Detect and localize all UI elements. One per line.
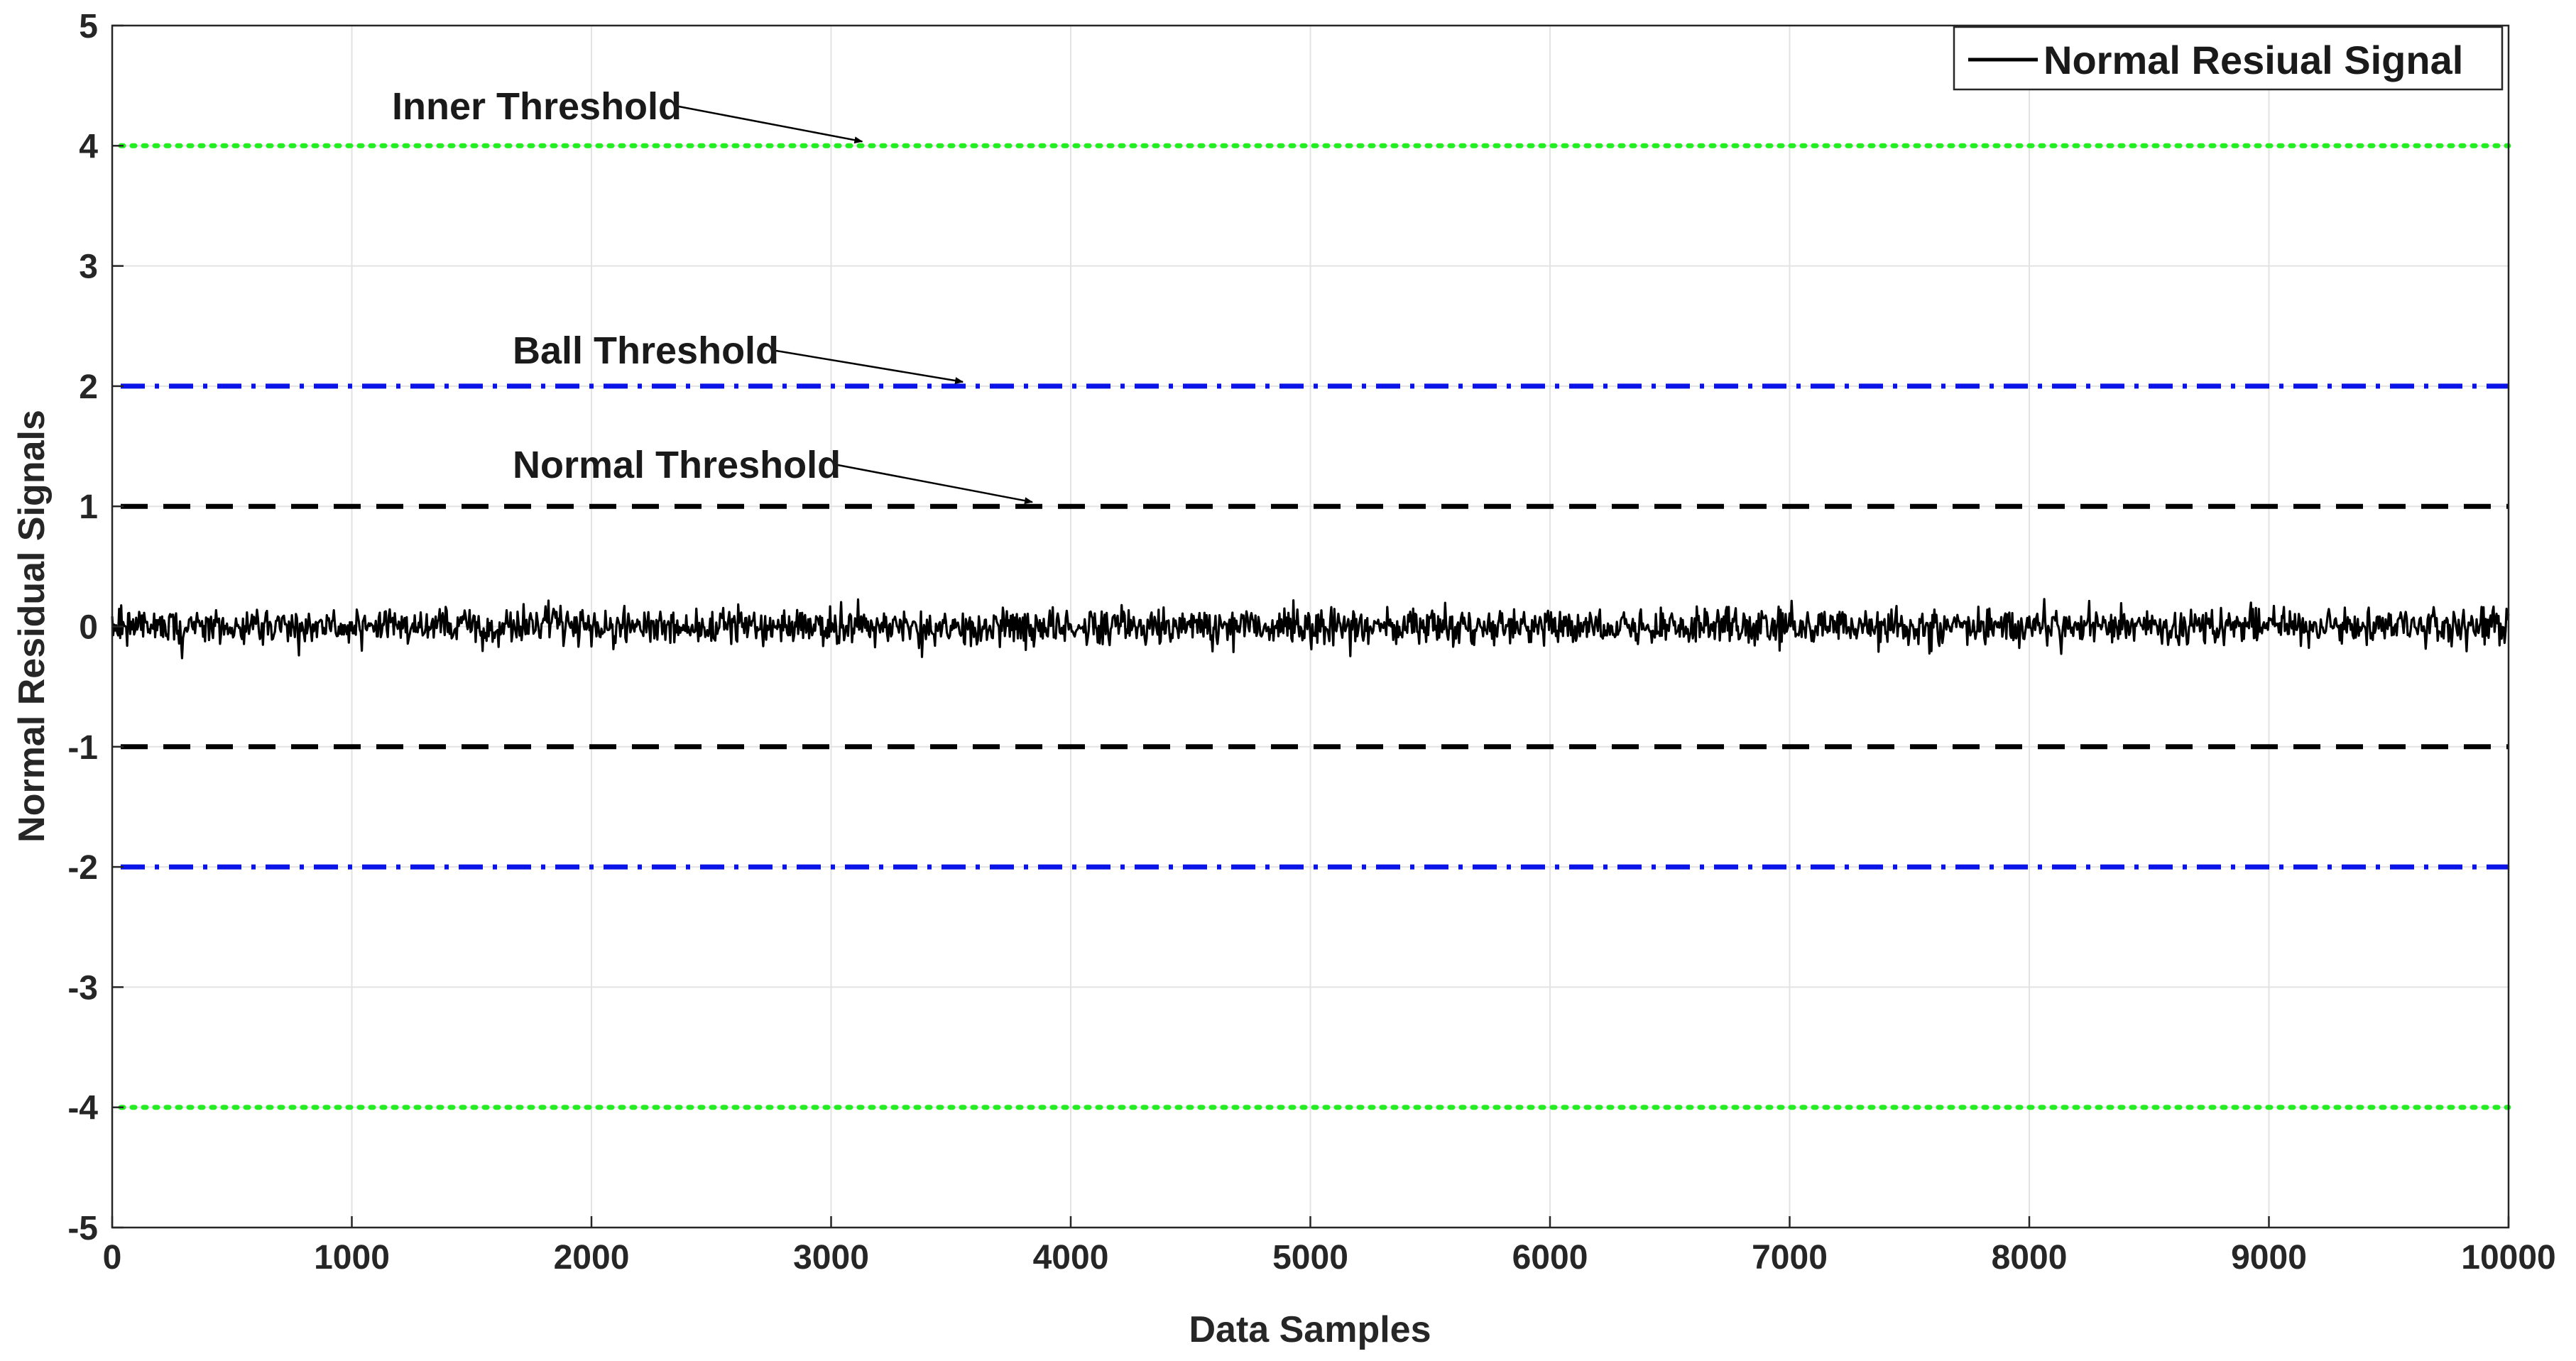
threshold-lines: [118, 143, 2511, 1110]
legend-box: [1953, 26, 2504, 91]
signal-layer: [111, 598, 2510, 660]
legend: Normal Resiual Signal: [1953, 26, 2504, 91]
annotation-normal: Normal Threshold: [513, 444, 1033, 505]
x-tick-label-2: 2000: [554, 1239, 630, 1277]
x-tick-label-6: 6000: [1512, 1239, 1588, 1277]
x-tick-label-1: 1000: [314, 1239, 390, 1277]
annotation-inner: Inner Threshold: [392, 85, 863, 144]
x-tick-label-7: 7000: [1752, 1239, 1828, 1277]
annotation-ball-text: Ball Threshold: [513, 329, 779, 372]
y-tick-label-8: 3: [79, 248, 98, 286]
y-tick-label-3: -2: [67, 849, 98, 887]
normal-residual-signal-line: [111, 598, 2510, 660]
x-axis-title: Data Samples: [1189, 1309, 1431, 1350]
y-tick-label-7: 2: [79, 368, 98, 406]
x-tick-label-3: 3000: [793, 1239, 869, 1277]
annotation-inner-text: Inner Threshold: [392, 85, 682, 128]
x-tick-label-4: 4000: [1033, 1239, 1109, 1277]
y-tick-label-0: -5: [67, 1210, 98, 1247]
x-tick-label-0: 0: [103, 1239, 122, 1277]
annotation-inner-arrow: [678, 105, 863, 144]
y-tick-label-1: -4: [67, 1090, 98, 1127]
annotation-normal-text: Normal Threshold: [513, 444, 841, 486]
legend-label: Normal Resiual Signal: [2043, 38, 2463, 82]
x-tick-label-5: 5000: [1272, 1239, 1348, 1277]
x-tick-label-8: 8000: [1992, 1239, 2068, 1277]
x-tick-label-9: 9000: [2231, 1239, 2307, 1277]
y-axis-title: Normal Residual Signals: [11, 410, 53, 843]
y-tick-label-5: 0: [79, 609, 98, 647]
annotation-normal-arrow: [837, 464, 1033, 505]
x-tick-label-10: 10000: [2461, 1239, 2555, 1277]
ticks: 0 1000 2000 3000 4000 5000 6000 7000 8000 9000 100…: [67, 8, 2555, 1277]
y-tick-label-2: -3: [67, 969, 98, 1007]
y-tick-label-6: 1: [79, 488, 98, 526]
y-tick-label-4: -1: [67, 729, 98, 767]
y-tick-label-9: 4: [79, 128, 98, 165]
annotation-ball: Ball Threshold: [513, 329, 964, 385]
y-tick-label-10: 5: [79, 8, 98, 45]
annotation-ball-arrow: [775, 349, 964, 385]
